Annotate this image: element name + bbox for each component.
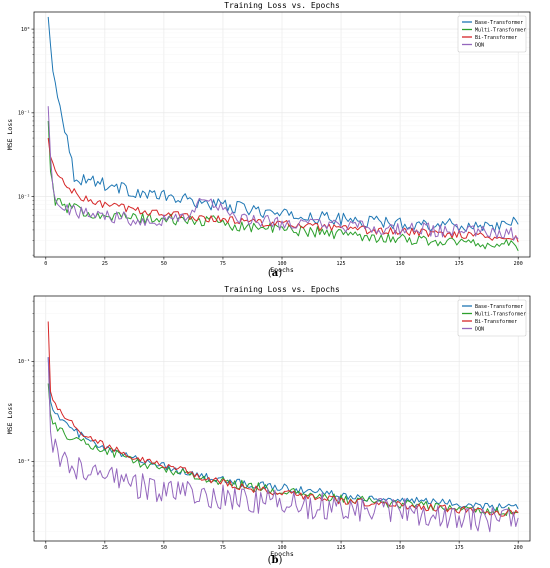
x-axis-label: Epochs xyxy=(270,550,294,558)
y-tick-label: 10⁻² xyxy=(18,194,30,200)
x-tick-label: 125 xyxy=(337,261,346,267)
x-tick-label: 100 xyxy=(277,261,286,267)
chart-panel-a: Training Loss vs. Epochs 0 25 50 75 100 125 150… xyxy=(6,1,531,279)
chart-panel-b: Training Loss vs. Epochs 0 25 50 75 100 125 150… xyxy=(6,285,531,566)
plot-frame xyxy=(33,295,531,542)
legend-entry: DQN xyxy=(475,326,484,332)
x-tick-label: 200 xyxy=(514,545,523,551)
legend-entry: Base-Transformer xyxy=(475,304,523,310)
series-line-base-transformer xyxy=(47,357,519,511)
series-line-dqn xyxy=(47,106,519,241)
series-line-bi-transformer xyxy=(47,138,519,243)
series-lines xyxy=(47,321,519,533)
x-tick-label: 75 xyxy=(220,545,226,551)
chart-title: Training Loss vs. Epochs xyxy=(224,285,340,294)
series-lines xyxy=(47,16,519,252)
y-axis-label: MSE Loss xyxy=(6,403,14,434)
x-axis-label: Epochs xyxy=(270,266,294,274)
y-tick-label: 10⁰ xyxy=(21,27,30,33)
series-line-dqn xyxy=(47,357,519,533)
y-tick-label: 10⁻¹ xyxy=(18,111,30,117)
panel-caption: (a) xyxy=(268,268,282,279)
legend-box xyxy=(457,299,527,337)
legend-entry: Multi-Transformer xyxy=(475,27,526,33)
x-tick-label: 150 xyxy=(396,545,405,551)
x-tick-label: 200 xyxy=(514,261,523,267)
panel-caption: (b) xyxy=(268,555,283,566)
x-tick-label: 125 xyxy=(337,545,346,551)
x-tick-label: 50 xyxy=(161,545,167,551)
y-axis-label: MSE Loss xyxy=(6,119,14,150)
x-tick-label: 0 xyxy=(44,261,47,267)
legend-entry: Multi-Transformer xyxy=(475,311,526,317)
x-tick-label: 175 xyxy=(455,545,464,551)
series-line-bi-transformer xyxy=(47,321,519,517)
y-tick-label: 10⁻¹ xyxy=(18,359,30,365)
x-tick-label: 175 xyxy=(455,261,464,267)
legend-entry: Base-Transformer xyxy=(475,20,523,26)
x-tick-label: 50 xyxy=(161,261,167,267)
y-tick-label: 10⁻² xyxy=(18,459,30,465)
legend-entry: Bi-Transformer xyxy=(475,319,517,325)
x-tick-label: 75 xyxy=(220,261,226,267)
chart-title: Training Loss vs. Epochs xyxy=(224,1,340,10)
x-tick-label: 25 xyxy=(102,261,108,267)
x-tick-label: 25 xyxy=(102,545,108,551)
legend-entry: Bi-Transformer xyxy=(475,35,517,41)
legend-box xyxy=(457,15,527,53)
x-tick-label: 150 xyxy=(396,261,405,267)
x-tick-label: 0 xyxy=(44,545,47,551)
x-tick-label: 100 xyxy=(277,545,286,551)
legend-entry: DQN xyxy=(475,42,484,48)
plot-frame xyxy=(33,11,531,258)
